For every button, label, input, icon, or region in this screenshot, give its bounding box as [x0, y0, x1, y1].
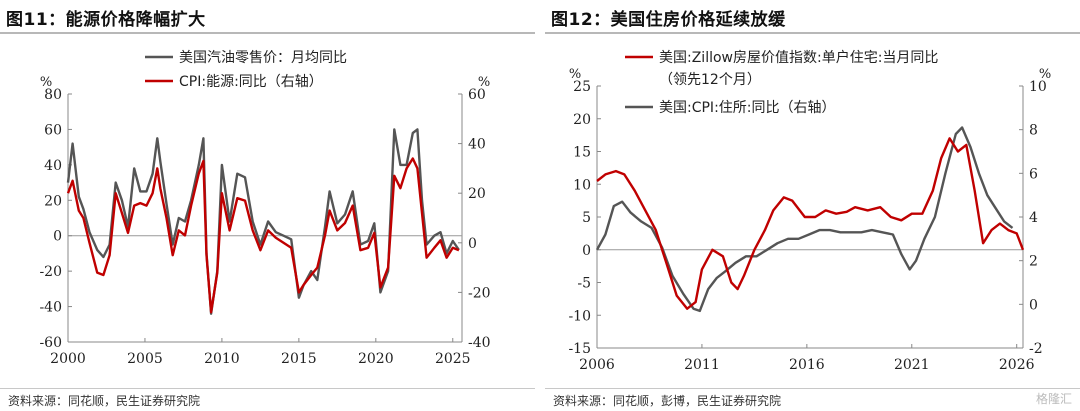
x-tick-label: 2026: [999, 357, 1035, 373]
left-tick-label: 25: [573, 79, 591, 95]
source-note: 资料来源：同花顺，民生证券研究院: [8, 394, 201, 408]
legend-label-1: CPI:能源:同比（右轴）: [179, 74, 323, 90]
left-tick-label: -20: [39, 264, 62, 280]
x-tick-label: 2021: [894, 357, 930, 373]
right-tick-label: 4: [1029, 210, 1038, 226]
x-tick-label: 2005: [127, 351, 163, 367]
legend-label-0: 美国:Zillow房屋价值指数:单户住宅:当月同比: [659, 49, 938, 66]
x-tick-label: 2016: [789, 357, 825, 373]
source-rule: [545, 388, 1080, 389]
chart-panel-energy: 图11：能源价格降幅扩大 %% 80 60 40 20 0 -20 -40 -60 60 40 20 0…: [0, 0, 535, 411]
x-tick-label: 2000: [50, 351, 86, 367]
left-tick-label: -10: [568, 308, 591, 324]
right-tick-label: 0: [468, 236, 477, 252]
left-unit-label: %: [40, 75, 52, 90]
right-tick-label: 60: [468, 87, 486, 103]
right-tick-label: 20: [468, 186, 486, 202]
left-tick-label: 0: [582, 243, 591, 259]
title-rule: [545, 32, 1080, 34]
right-tick-label: 10: [1029, 79, 1047, 95]
left-tick-label: 60: [44, 122, 62, 138]
right-tick-label: 8: [1029, 123, 1038, 139]
left-tick-label: 40: [44, 158, 62, 174]
right-unit-label: %: [1039, 67, 1051, 82]
left-tick-label: 10: [573, 177, 591, 193]
x-tick-label: 2020: [358, 351, 394, 367]
legend-label-0: （领先12个月）: [659, 72, 761, 88]
left-tick-label: -15: [568, 341, 591, 357]
chart-title: 图11：能源价格降幅扩大: [6, 10, 206, 30]
series-line-0: [596, 137, 1025, 310]
left-tick-label: -60: [39, 335, 62, 351]
series-line-0: [66, 128, 460, 315]
x-tick-label: 2025: [435, 351, 471, 367]
series-line-1: [66, 157, 460, 314]
left-tick-label: 0: [53, 229, 62, 245]
right-tick-label: -40: [468, 335, 491, 351]
left-tick-label: 20: [44, 193, 62, 209]
x-tick-label: 2015: [281, 351, 317, 367]
left-tick-label: 15: [573, 145, 591, 161]
legend-label-1: 美国:CPI:住所:同比（右轴）: [659, 100, 836, 116]
chart-panel-housing: 图12：美国住房价格延续放缓 %% 25 20 15 10 5 0 -5 -10 -15 10 8 6 4…: [545, 0, 1080, 411]
x-tick-label: 2010: [204, 351, 240, 367]
left-tick-label: 20: [573, 112, 591, 128]
legend-label-0: 美国汽油零售价：月均同比: [179, 50, 347, 66]
left-tick-label: 80: [44, 87, 62, 103]
right-tick-label: -2: [1029, 341, 1043, 357]
right-tick-label: -20: [468, 285, 491, 301]
watermark-logo: 格隆汇: [1035, 392, 1072, 406]
right-unit-label: %: [478, 75, 490, 90]
source-note: 资料来源：同花顺，彭博，民生证券研究院: [553, 394, 782, 408]
left-tick-label: 5: [582, 210, 591, 226]
right-tick-label: 40: [468, 137, 486, 153]
right-tick-label: 6: [1029, 166, 1038, 182]
x-tick-label: 2011: [684, 357, 720, 373]
left-unit-label: %: [569, 67, 581, 82]
right-tick-label: 2: [1029, 254, 1038, 270]
title-rule: [0, 32, 535, 34]
right-tick-label: 0: [1029, 297, 1038, 313]
chart-title: 图12：美国住房价格延续放缓: [551, 10, 786, 30]
left-tick-label: -5: [577, 276, 591, 292]
series-line-1: [595, 126, 1014, 313]
x-tick-label: 2006: [579, 357, 615, 373]
left-tick-label: -40: [39, 300, 62, 316]
source-rule: [0, 388, 535, 389]
